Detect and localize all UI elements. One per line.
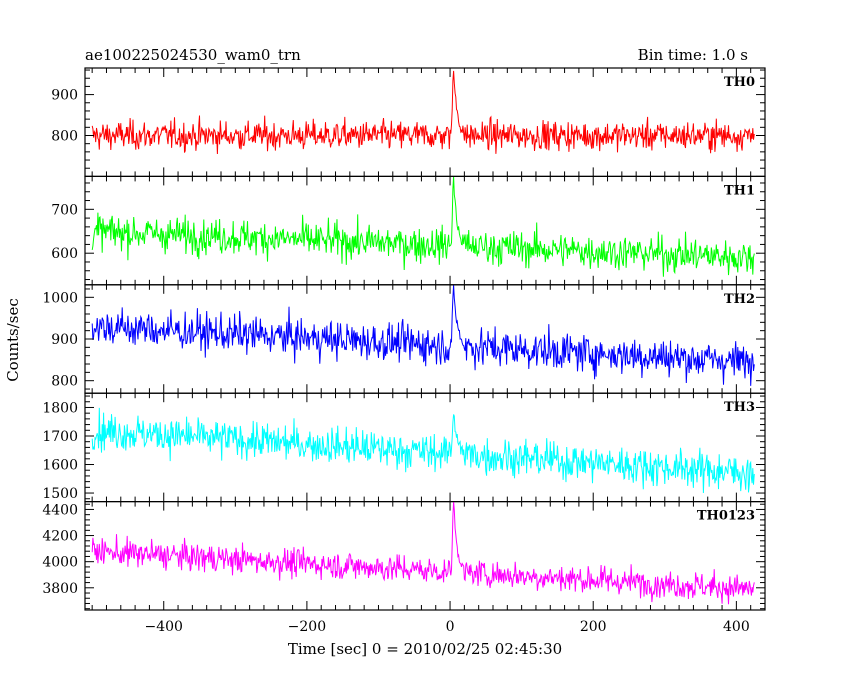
x-axis-label: Time [sec] 0 = 2010/02/25 02:45:30 bbox=[288, 640, 562, 658]
x-tick-label: 200 bbox=[580, 619, 607, 635]
y-tick-label: 800 bbox=[51, 374, 78, 390]
y-tick-label: 700 bbox=[51, 202, 78, 218]
panel-name-th2: TH2 bbox=[724, 292, 755, 307]
chart-title: ae100225024530_wam0_trn bbox=[85, 46, 301, 64]
y-tick-label: 1500 bbox=[42, 486, 78, 502]
panel-name-th1: TH1 bbox=[724, 183, 755, 198]
series-line-th0123 bbox=[91, 501, 755, 605]
series-line-th3 bbox=[91, 407, 755, 494]
x-tick-label: 0 bbox=[446, 619, 455, 635]
y-tick-label: 1000 bbox=[42, 290, 78, 306]
y-tick-label: 3800 bbox=[42, 581, 78, 597]
y-tick-label: 4000 bbox=[42, 555, 78, 571]
x-tick-label: −200 bbox=[288, 619, 326, 635]
panel-frame-th0123 bbox=[84, 501, 766, 611]
y-tick-label: 1800 bbox=[42, 400, 78, 416]
series-line-th1 bbox=[91, 176, 755, 277]
panel-name-th0: TH0 bbox=[724, 75, 755, 90]
x-tick-label: 400 bbox=[723, 619, 750, 635]
y-axis-label: Counts/sec bbox=[4, 298, 22, 382]
series-line-th0 bbox=[91, 70, 755, 155]
panels-group: TH0 800 900 TH1 600 700 TH2 800 900 1000 TH3 1500 16… bbox=[42, 67, 766, 635]
y-tick-label: 900 bbox=[51, 88, 78, 104]
y-tick-label: 1700 bbox=[42, 429, 78, 445]
bin-time-label: Bin time: 1.0 s bbox=[638, 46, 748, 64]
panel-frame-th0 bbox=[84, 67, 766, 178]
y-tick-label: 1600 bbox=[42, 458, 78, 474]
panel-name-th3: TH3 bbox=[724, 400, 755, 415]
y-tick-label: 4400 bbox=[42, 502, 78, 518]
x-tick-label: −400 bbox=[145, 619, 183, 635]
y-tick-label: 900 bbox=[51, 332, 78, 348]
panel-name-th0123: TH0123 bbox=[697, 509, 755, 524]
y-tick-label: 600 bbox=[51, 246, 78, 262]
y-tick-label: 800 bbox=[51, 128, 78, 144]
series-line-th2 bbox=[91, 284, 755, 386]
y-tick-label: 4200 bbox=[42, 529, 78, 545]
